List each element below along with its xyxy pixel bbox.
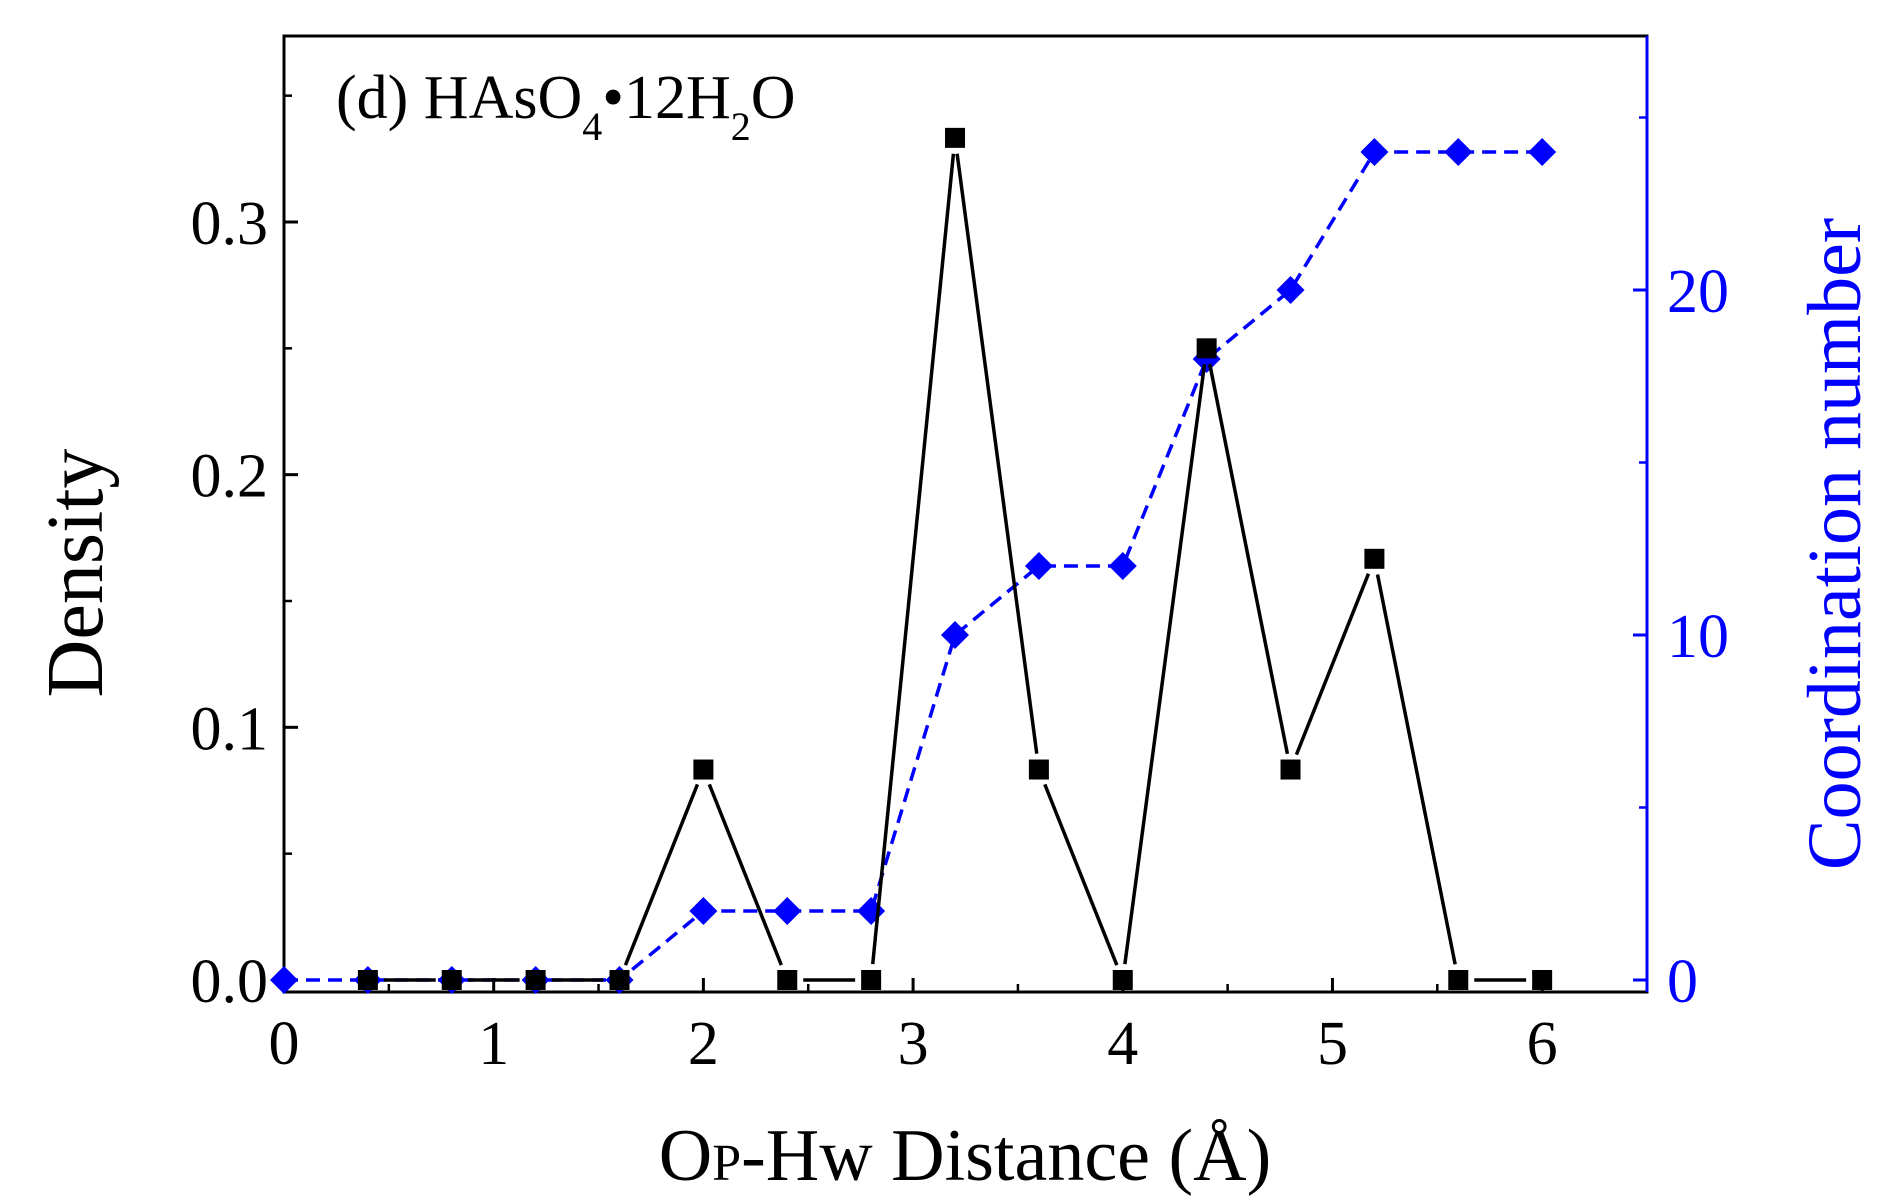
series-segment-density: [955, 153, 1039, 754]
data-point-density: [1196, 338, 1217, 359]
x-axis-label: OP-Hw Distance (Å): [659, 1115, 1272, 1197]
x-tick-label: 6: [1527, 1010, 1558, 1078]
data-point-coordination: [1360, 138, 1389, 166]
data-point-coordination: [1024, 552, 1053, 580]
series-segment-density: [1375, 574, 1457, 965]
data-point-coordination: [1108, 552, 1137, 580]
y-right-tick-label: 0: [1667, 948, 1698, 1016]
x-tick-label: 2: [688, 1010, 719, 1078]
plot-frame: [282, 34, 1649, 994]
data-point-density: [945, 127, 966, 148]
series-segment-density: [1294, 573, 1371, 756]
series-segment-density: [707, 783, 783, 966]
data-point-density: [1532, 970, 1553, 990]
x-tick-label: 4: [1107, 1010, 1138, 1078]
y-left-tick-label: 0.0: [191, 948, 269, 1016]
data-point-density: [1112, 970, 1133, 990]
y-left-tick-label: 0.2: [191, 443, 269, 511]
data-point-density: [525, 970, 546, 990]
data-point-density: [1448, 970, 1469, 990]
data-point-density: [1028, 759, 1049, 780]
data-point-coordination: [1444, 138, 1473, 166]
y-left-tick-label: 0.3: [191, 190, 269, 258]
data-point-density: [861, 970, 882, 990]
data-point-density: [441, 970, 462, 990]
data-point-coordination: [857, 897, 886, 925]
data-point-coordination: [689, 897, 718, 925]
data-point-coordination: [270, 966, 298, 994]
series-segment-density: [1208, 363, 1290, 755]
series-layer: [270, 127, 1557, 994]
x-tick-label: 0: [269, 1010, 300, 1078]
series-segment-density: [1043, 783, 1119, 966]
y-left-tick-label: 0.1: [191, 695, 269, 763]
data-point-density: [693, 759, 714, 780]
data-point-coordination: [1276, 276, 1305, 304]
series-segment-density: [623, 783, 700, 966]
data-point-coordination: [1528, 138, 1557, 166]
data-point-density: [357, 970, 378, 990]
axis-ticks: 0 1 2 3 4 5 6 0.0 0.1 0.2 0.3 0 10 20: [191, 94, 1729, 1078]
data-point-density: [1280, 759, 1301, 780]
x-tick-label: 5: [1317, 1010, 1348, 1078]
data-point-density: [1364, 548, 1385, 569]
y-axis-label-left: Density: [32, 449, 120, 698]
data-point-coordination: [941, 621, 970, 649]
x-tick-label: 1: [478, 1010, 509, 1078]
data-point-density: [777, 970, 798, 990]
data-point-density: [609, 970, 630, 990]
y-right-tick-label: 20: [1667, 258, 1729, 326]
y-axis-label-right: Coordination number: [1793, 218, 1877, 870]
series-segment-density: [870, 153, 956, 965]
x-tick-label: 3: [898, 1010, 929, 1078]
panel-label: (d) HAsO4•12H2O: [336, 64, 796, 149]
y-right-tick-label: 10: [1667, 603, 1729, 671]
series-segment-density: [1123, 363, 1207, 965]
data-point-coordination: [773, 897, 802, 925]
